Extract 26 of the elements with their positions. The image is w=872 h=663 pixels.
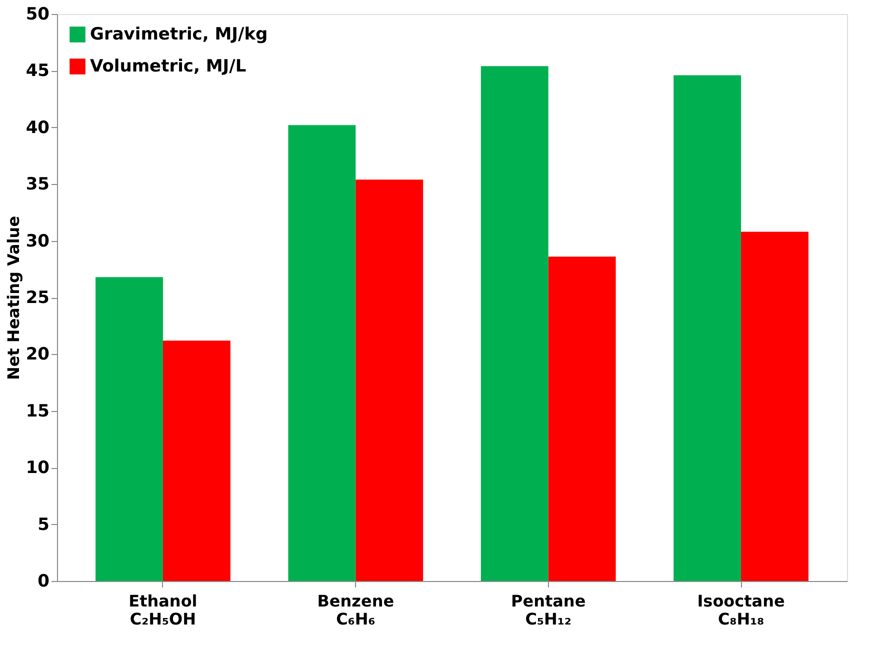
y-tick-label: 10 (26, 458, 50, 478)
bar (480, 66, 548, 581)
bar (96, 277, 163, 581)
y-tick-label: 35 (26, 174, 50, 195)
legend-label: Volumetric, MJ/L (90, 56, 246, 76)
y-tick-label: 50 (26, 4, 50, 24)
y-tick-label: 15 (26, 401, 50, 422)
legend-label: Gravimetric, MJ/kg (90, 24, 268, 44)
y-axis-title: Net Heating Value (4, 216, 23, 380)
bar (548, 256, 616, 581)
bar (356, 180, 424, 581)
y-tick-label: 20 (26, 344, 50, 365)
y-tick-label: 5 (38, 514, 50, 535)
x-tick-label: Pentane C₅H₁₂ (511, 592, 586, 628)
bar (288, 125, 356, 581)
x-tick-label: Isooctane C₈H₁₈ (697, 592, 785, 628)
bar (162, 340, 230, 581)
bar (674, 75, 742, 581)
y-tick-label: 45 (26, 61, 50, 82)
x-tick-label: Benzene C₆H₆ (317, 592, 394, 628)
x-tick-label: Ethanol C₂H₅OH (128, 592, 198, 628)
y-tick-label: 30 (26, 231, 50, 252)
y-tick-label: 40 (26, 118, 50, 138)
y-tick-label: 25 (26, 288, 50, 308)
bar (741, 232, 808, 581)
y-tick-label: 0 (38, 572, 50, 592)
